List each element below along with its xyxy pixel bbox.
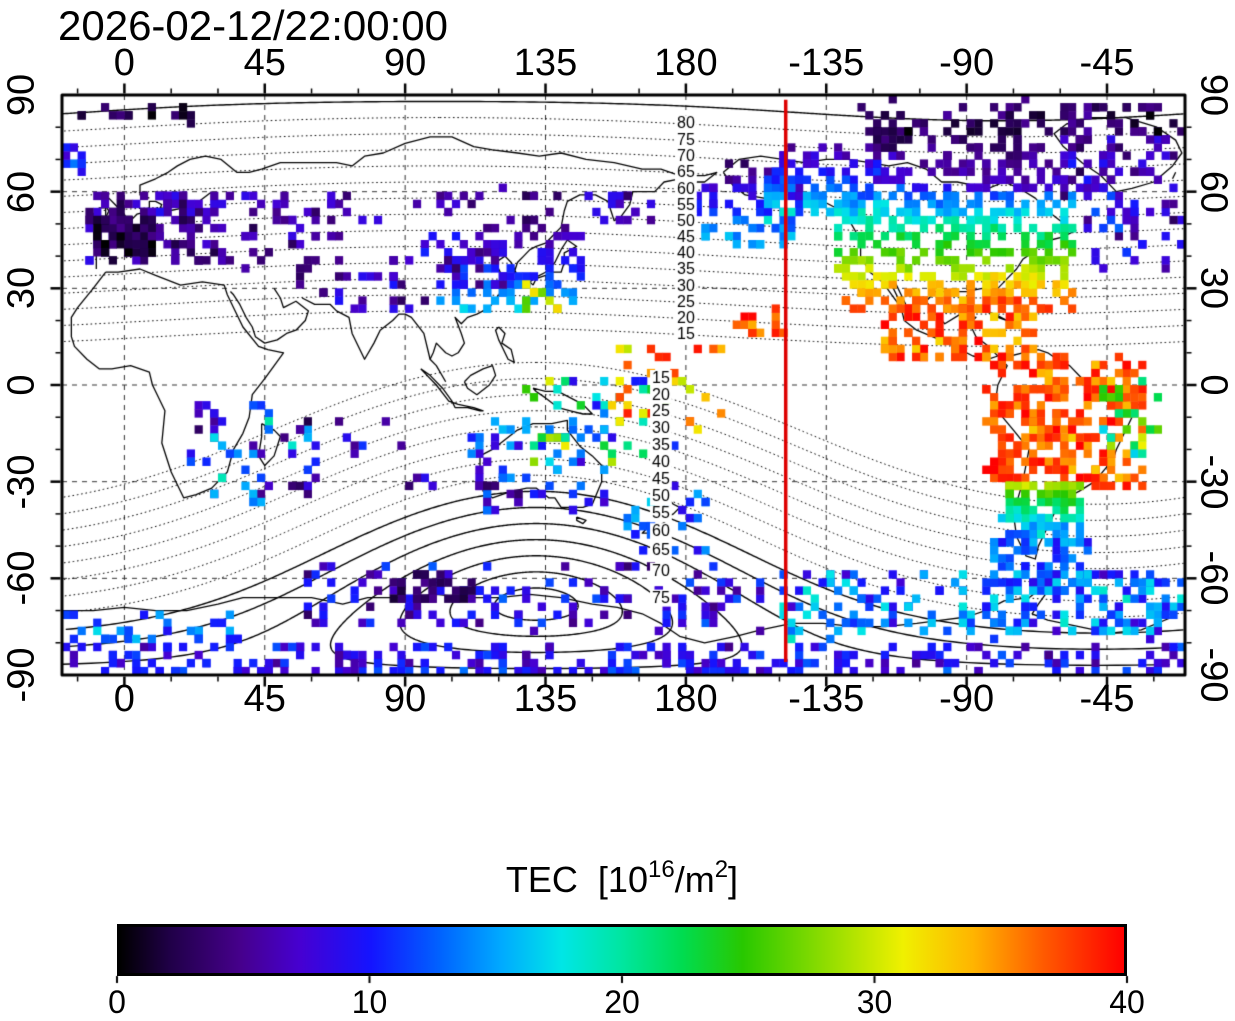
- colorbar-label-exponent2-icon: 2: [714, 856, 729, 883]
- y-tick-left-label: 30: [0, 267, 43, 310]
- colorbar-label-mid: /m: [674, 859, 715, 900]
- y-tick-left-label: 0: [0, 374, 43, 396]
- x-tick-top-label: 90: [383, 42, 427, 84]
- y-tick-right-label: 0: [1192, 374, 1235, 396]
- colorbar-label-exponent-icon: 16: [647, 856, 675, 883]
- y-tick-left-label: 90: [0, 73, 43, 117]
- x-tick-bottom-label: 45: [243, 678, 286, 720]
- colorbar-tick-label: 40: [1109, 984, 1145, 1020]
- x-tick-bottom-label: 0: [113, 678, 135, 720]
- colorbar-tick-label: 10: [351, 984, 388, 1020]
- x-tick-bottom-label: -90: [939, 678, 995, 720]
- x-tick-bottom-label: 90: [383, 678, 427, 720]
- x-tick-top-label: -45: [1079, 42, 1135, 84]
- y-tick-right-label: -90: [1192, 647, 1235, 703]
- colorbar-tick-label: 30: [856, 984, 893, 1020]
- colorbar-title: TEC [1016/m2]: [117, 856, 1127, 901]
- x-tick-top-label: 180: [654, 42, 718, 84]
- y-tick-left-label: 60: [0, 170, 43, 213]
- x-tick-bottom-label: 135: [513, 678, 578, 720]
- x-tick-bottom-label: 180: [654, 678, 718, 720]
- x-tick-bottom-label: -45: [1079, 678, 1135, 720]
- y-tick-right-label: -60: [1192, 550, 1235, 606]
- colorbar-label-suffix: ]: [728, 859, 739, 900]
- y-tick-left-label: -60: [0, 550, 43, 606]
- timestamp-title: 2026-02-12/22:00:00: [58, 2, 448, 49]
- colorbar-gradient: [117, 924, 1127, 976]
- x-tick-top-label: -135: [788, 42, 865, 84]
- x-tick-top-label: 135: [513, 42, 578, 84]
- colorbar-tick-label: 0: [108, 984, 126, 1020]
- x-tick-bottom-label: -135: [788, 678, 865, 720]
- y-tick-left-label: -30: [0, 454, 43, 510]
- y-tick-right-label: -30: [1192, 454, 1235, 510]
- y-tick-right-label: 90: [1192, 73, 1235, 117]
- x-tick-top-label: 0: [113, 42, 135, 84]
- x-tick-top-label: 45: [243, 42, 286, 84]
- colorbar-tick-label: 20: [604, 984, 640, 1020]
- colorbar-label-prefix: TEC [10: [505, 859, 648, 900]
- x-tick-top-label: -90: [939, 42, 995, 84]
- y-tick-right-label: 30: [1192, 267, 1235, 310]
- y-tick-left-label: -90: [0, 647, 43, 703]
- y-tick-right-label: 60: [1192, 170, 1235, 213]
